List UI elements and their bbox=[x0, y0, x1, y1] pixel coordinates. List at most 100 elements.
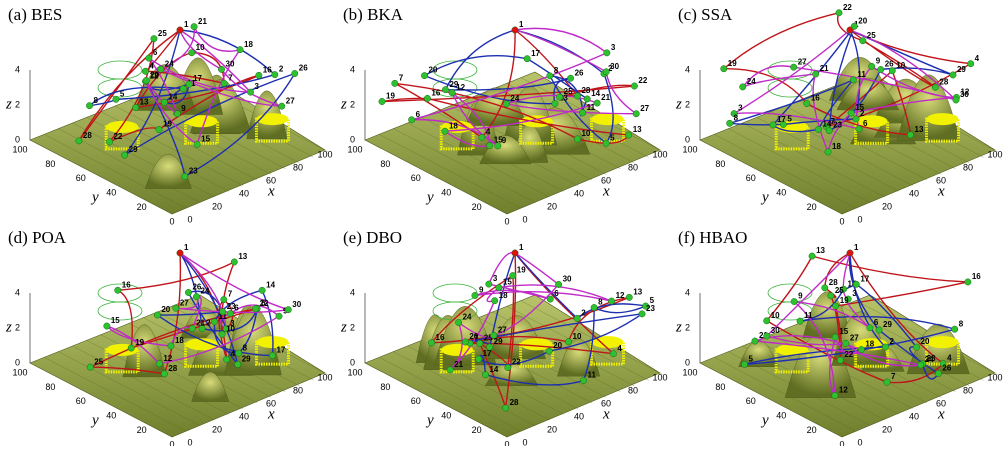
y-tick-label: 0 bbox=[839, 439, 844, 446]
node bbox=[790, 64, 796, 70]
z-tick-label: 4 bbox=[15, 64, 20, 74]
node-label: 1 bbox=[854, 243, 859, 252]
y-tick-label: 100 bbox=[12, 144, 27, 154]
node bbox=[625, 132, 631, 138]
z-tick-label: 4 bbox=[350, 287, 355, 297]
x-tick-label: 100 bbox=[652, 149, 667, 159]
node-label: 10 bbox=[581, 129, 590, 138]
node bbox=[231, 259, 237, 265]
y-tick-label: 40 bbox=[776, 411, 786, 421]
node-label: 21 bbox=[601, 93, 610, 102]
node-label: 15 bbox=[201, 134, 210, 143]
node bbox=[189, 325, 195, 331]
node-label: 4 bbox=[231, 349, 236, 358]
node bbox=[740, 84, 746, 90]
node-label: 12 bbox=[839, 386, 848, 395]
node bbox=[639, 311, 645, 317]
node bbox=[853, 116, 859, 122]
node-label: 19 bbox=[163, 120, 172, 129]
node-label: 22 bbox=[638, 76, 647, 85]
node-label: 13 bbox=[140, 98, 149, 107]
node bbox=[455, 319, 461, 325]
obstacle-top bbox=[927, 113, 959, 125]
node-label: 23 bbox=[646, 304, 655, 313]
node-label: 8 bbox=[94, 96, 99, 105]
obstacle-top bbox=[927, 336, 959, 348]
node-label: 27 bbox=[180, 298, 189, 307]
node-label: 22 bbox=[260, 299, 269, 308]
node-label: 4 bbox=[486, 128, 491, 137]
node bbox=[220, 309, 226, 315]
node-label: 15 bbox=[111, 316, 120, 325]
node bbox=[524, 56, 530, 62]
node bbox=[546, 348, 552, 354]
node bbox=[161, 371, 167, 377]
node bbox=[608, 298, 614, 304]
y-axis-label: y bbox=[425, 189, 434, 205]
node bbox=[825, 149, 831, 155]
y-tick-label: 60 bbox=[76, 396, 86, 406]
node-label: 30 bbox=[771, 326, 780, 335]
x-tick-label: 40 bbox=[909, 188, 919, 198]
node bbox=[822, 285, 828, 291]
node bbox=[965, 279, 971, 285]
node-label: 19 bbox=[840, 296, 849, 305]
node bbox=[191, 23, 197, 29]
node bbox=[815, 126, 821, 132]
node bbox=[851, 23, 857, 29]
node bbox=[237, 46, 243, 52]
node bbox=[850, 77, 856, 83]
x-tick-label: 0 bbox=[857, 214, 862, 224]
node bbox=[752, 338, 758, 344]
node bbox=[574, 315, 580, 321]
node-label: 2 bbox=[890, 337, 895, 346]
node bbox=[552, 100, 558, 106]
node bbox=[574, 136, 580, 142]
obstacle-top bbox=[186, 115, 218, 127]
z-tick-label: 2 bbox=[15, 99, 20, 109]
y-tick-label: 60 bbox=[746, 173, 756, 183]
node bbox=[113, 96, 119, 102]
node-label: 29 bbox=[449, 80, 458, 89]
node-label: 21 bbox=[196, 319, 205, 328]
node bbox=[174, 111, 180, 117]
node-label: 7 bbox=[891, 372, 896, 381]
z-tick-label: 4 bbox=[350, 64, 355, 74]
node bbox=[907, 132, 913, 138]
node bbox=[227, 310, 233, 316]
y-tick-label: 80 bbox=[715, 159, 725, 169]
node bbox=[512, 250, 518, 256]
node bbox=[510, 272, 516, 278]
node bbox=[428, 340, 434, 346]
node bbox=[813, 71, 819, 77]
node bbox=[832, 392, 838, 398]
node-label: 27 bbox=[850, 334, 859, 343]
node bbox=[882, 344, 888, 350]
node bbox=[182, 173, 188, 179]
y-axis-label: y bbox=[90, 189, 99, 205]
node bbox=[503, 101, 509, 107]
node-label: 15 bbox=[503, 278, 512, 287]
node-label: 28 bbox=[829, 278, 838, 287]
node-label: 22 bbox=[843, 3, 852, 12]
node bbox=[797, 318, 803, 324]
node-label: 16 bbox=[431, 89, 440, 98]
x-axis-label: x bbox=[602, 183, 610, 199]
node-label: 30 bbox=[226, 60, 235, 69]
node-label: 17 bbox=[193, 74, 202, 83]
node-label: 24 bbox=[165, 59, 174, 68]
node bbox=[487, 142, 493, 148]
node bbox=[285, 307, 291, 313]
node bbox=[826, 127, 832, 133]
y-tick-label: 80 bbox=[45, 382, 55, 392]
node bbox=[211, 319, 217, 325]
node bbox=[860, 38, 866, 44]
x-tick-label: 20 bbox=[212, 424, 222, 434]
node bbox=[856, 126, 862, 132]
node-label: 9 bbox=[798, 292, 803, 301]
node bbox=[579, 110, 585, 116]
node-label: 22 bbox=[113, 132, 122, 141]
y-tick-label: 60 bbox=[411, 396, 421, 406]
node bbox=[832, 303, 838, 309]
